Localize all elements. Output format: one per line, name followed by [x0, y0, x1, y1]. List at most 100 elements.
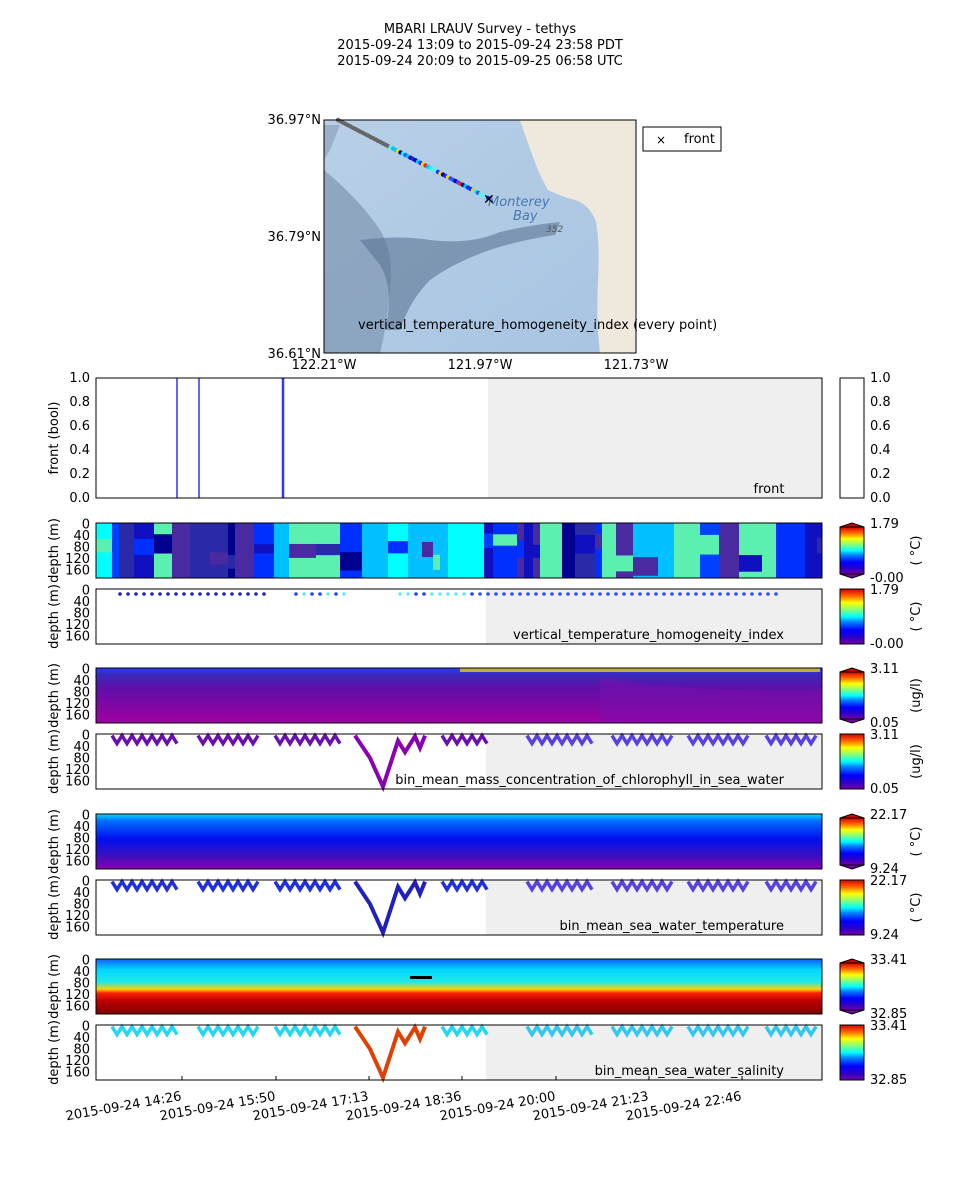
colorbar-extend-top	[839, 958, 865, 964]
sample-point	[486, 592, 490, 596]
y-tick-label: 0	[82, 809, 90, 824]
heatmap-cell	[228, 555, 235, 569]
sample-point	[470, 592, 474, 596]
yoyo-track	[440, 732, 489, 747]
y-tick-label: 0.6	[69, 419, 90, 434]
sample-point	[686, 592, 690, 596]
sample-point	[126, 592, 130, 596]
sample-point	[198, 592, 202, 596]
sample-point	[598, 592, 602, 596]
front-colorbar	[839, 377, 865, 499]
legend-box	[642, 126, 722, 152]
yoyo-track	[110, 1023, 179, 1038]
sample-point	[774, 592, 778, 596]
yoyo-track	[110, 878, 179, 893]
y-tick-label: 40	[73, 1031, 90, 1046]
heatmap-band	[595, 523, 602, 578]
y-axis-label: depth (m)	[47, 663, 62, 728]
y-tick-label: 0	[82, 729, 90, 744]
map-lat-label: 36.61°N	[268, 347, 321, 362]
map-shelf	[324, 125, 340, 160]
y-axis-label: depth (m)	[47, 1020, 62, 1085]
colorbar-unit: ( °C)	[909, 536, 924, 566]
yoyo-track	[686, 732, 750, 747]
heatmap-band	[362, 523, 388, 578]
y-tick-label: 80	[73, 685, 90, 700]
y-tick-label: 160	[65, 563, 90, 578]
y-tick-label: 160	[65, 774, 90, 789]
yoyo-track	[110, 732, 179, 747]
y-tick-label: 120	[65, 552, 90, 567]
y-tick-label: 0	[82, 584, 90, 599]
sample-point	[558, 592, 562, 596]
map-lon-label: 122.21°W	[292, 358, 357, 373]
colorbar-unit: ( °C)	[909, 893, 924, 923]
y-tick-label: 0	[82, 518, 90, 533]
y-tick-label: 120	[65, 988, 90, 1003]
panel-frame	[95, 958, 823, 1015]
panel-frame	[95, 588, 823, 645]
yoyo-track	[525, 1023, 594, 1038]
y-tick-label: 80	[73, 606, 90, 621]
sample-point	[222, 592, 226, 596]
y-tick-label: 160	[65, 1065, 90, 1080]
heatmap-band	[210, 523, 228, 578]
y-axis-label: depth (m)	[47, 729, 62, 794]
colorbar-max: 1.79	[870, 583, 899, 598]
panel-label: bin_mean_sea_water_temperature	[560, 919, 784, 934]
field-region	[600, 678, 822, 723]
yoyo-track	[610, 878, 674, 893]
sample-point	[638, 592, 642, 596]
sample-point	[646, 592, 650, 596]
sample-point	[334, 592, 338, 596]
heatmap-cell	[517, 540, 524, 558]
panel-frame	[95, 1024, 823, 1081]
heatmap-band	[408, 523, 422, 578]
colorbar-tick: 0.6	[870, 419, 891, 434]
sample-point	[414, 592, 418, 596]
map-lon-label: 121.73°W	[604, 358, 669, 373]
y-tick-label: 0	[82, 954, 90, 969]
heatmap-band	[540, 523, 562, 578]
colorbar-tick: 0.8	[870, 395, 891, 410]
sample-point	[542, 592, 546, 596]
colorbar-max: 33.41	[870, 953, 907, 968]
legend-marker-icon: ×	[656, 133, 666, 147]
heatmap-band	[493, 523, 517, 578]
sample-point	[518, 592, 522, 596]
y-tick-label: 40	[73, 529, 90, 544]
colorbar	[839, 817, 865, 866]
sample-point	[526, 592, 530, 596]
sample-point	[430, 592, 434, 596]
heatmap-band	[433, 523, 440, 578]
sample-point	[118, 592, 122, 596]
colorbar	[839, 526, 865, 575]
deep-dive-track	[353, 732, 427, 793]
heatmap-band	[562, 523, 575, 578]
map-depth-mark: 352	[546, 225, 563, 235]
sample-point	[462, 592, 466, 596]
heatmap-cell	[700, 534, 719, 555]
colorbar-extend-bottom	[839, 1009, 865, 1015]
y-tick-label: 80	[73, 540, 90, 555]
deep-dive-track	[353, 1023, 427, 1084]
colorbar-unit: (ug/l)	[909, 744, 924, 779]
map-place-monterey: Monterey	[488, 195, 550, 210]
heatmap-cell	[633, 557, 658, 576]
yoyo-track	[196, 732, 260, 747]
colorbar-unit: (ug/l)	[909, 678, 924, 713]
deep-dive-track	[353, 878, 427, 939]
field-surface-band	[460, 668, 820, 672]
y-tick-label: 0.2	[69, 467, 90, 482]
y-tick-label: 80	[73, 976, 90, 991]
sample-point	[310, 592, 314, 596]
yoyo-track	[764, 878, 818, 893]
shaded-region	[488, 378, 822, 498]
panel-label: vertical_temperature_homogeneity_index	[513, 628, 784, 643]
sample-point	[566, 592, 570, 596]
heatmap-band	[228, 523, 235, 578]
colorbar-extend-top	[839, 667, 865, 673]
map-lon-label: 121.97°W	[448, 358, 513, 373]
heatmap-band	[658, 523, 674, 578]
